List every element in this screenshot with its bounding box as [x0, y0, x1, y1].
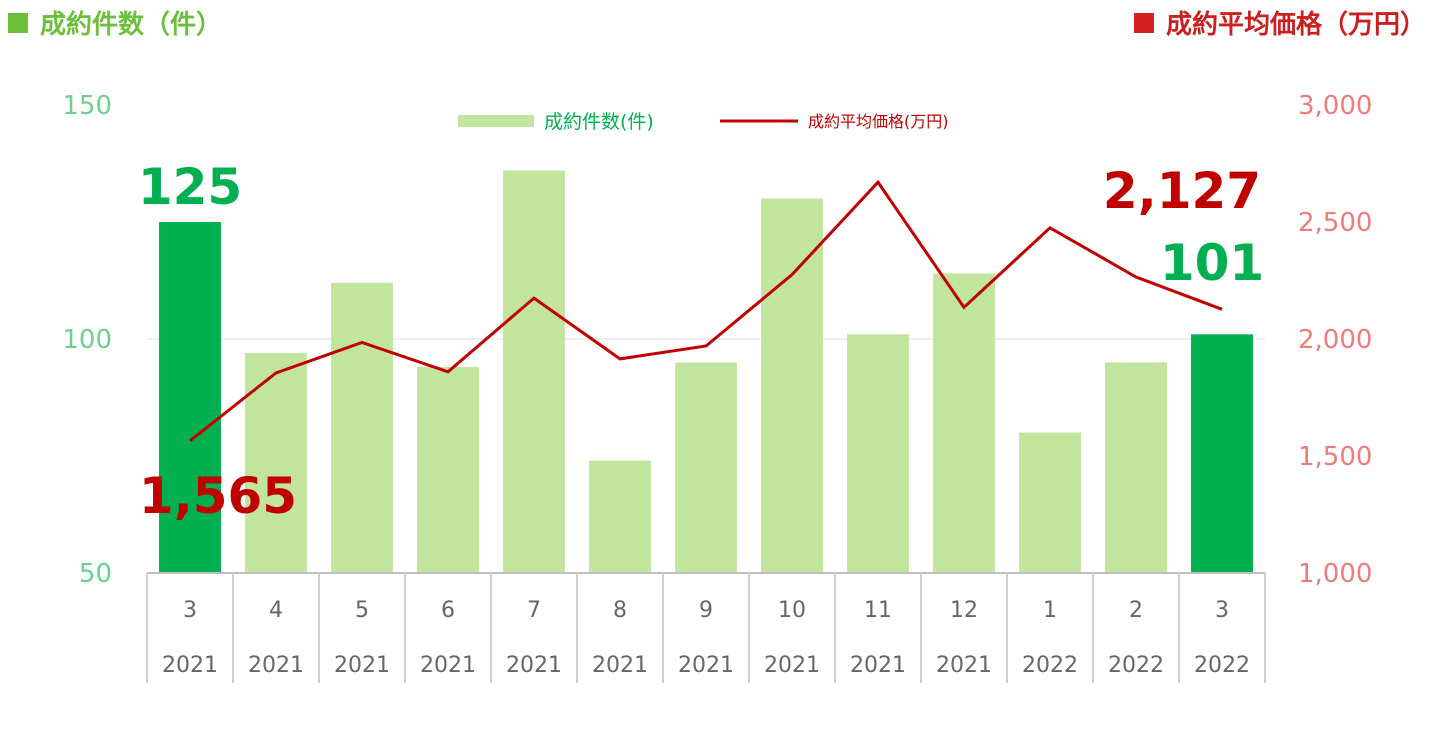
- right-axis-tick-label: 2,000: [1298, 325, 1372, 355]
- annotation-first-count: 125: [138, 158, 242, 216]
- category-year-label: 2021: [420, 653, 476, 678]
- category-month-label: 3: [1215, 598, 1229, 623]
- right-axis-tick-label: 1,000: [1298, 559, 1372, 589]
- bar-count-1: [245, 353, 307, 573]
- annotation-last-price: 2,127: [1103, 162, 1261, 220]
- category-month-label: 8: [613, 598, 627, 623]
- bar-count-0: [159, 222, 221, 573]
- bar-count-5: [589, 460, 651, 573]
- category-year-label: 2021: [936, 653, 992, 678]
- category-year-label: 2021: [248, 653, 304, 678]
- left-axis-tick-label: 50: [79, 559, 112, 589]
- left-axis-tick-label: 150: [62, 91, 112, 121]
- category-year-label: 2022: [1108, 653, 1164, 678]
- bar-count-11: [1105, 362, 1167, 573]
- bar-count-6: [675, 362, 737, 573]
- category-year-label: 2021: [506, 653, 562, 678]
- bar-count-3: [417, 367, 479, 573]
- category-year-label: 2021: [162, 653, 218, 678]
- bar-count-2: [331, 282, 393, 573]
- annotation-first-price: 1,565: [139, 467, 297, 525]
- annotation-last-count: 101: [1160, 234, 1264, 292]
- category-month-label: 6: [441, 598, 455, 623]
- right-header-square-icon: [1133, 12, 1154, 33]
- category-month-label: 4: [269, 598, 283, 623]
- category-year-label: 2021: [764, 653, 820, 678]
- category-year-label: 2021: [592, 653, 648, 678]
- left-axis-tick-label: 100: [62, 325, 112, 355]
- legend-bar-label: 成約件数(件): [544, 111, 654, 133]
- category-year-label: 2021: [850, 653, 906, 678]
- category-year-label: 2022: [1194, 653, 1250, 678]
- bar-count-8: [847, 334, 909, 573]
- legend-bar-swatch: [458, 115, 534, 127]
- category-month-label: 1: [1043, 598, 1057, 623]
- category-month-label: 3: [183, 598, 197, 623]
- category-month-label: 10: [778, 598, 806, 623]
- right-axis-tick-label: 3,000: [1298, 91, 1372, 121]
- bar-count-7: [761, 198, 823, 573]
- right-axis-header: 成約平均価格（万円）: [1133, 4, 1426, 41]
- category-year-label: 2021: [678, 653, 734, 678]
- category-year-label: 2021: [334, 653, 390, 678]
- bar-count-10: [1019, 432, 1081, 573]
- left-axis-header: 成約件数（件）: [8, 4, 222, 41]
- legend-line-label: 成約平均価格(万円): [808, 112, 949, 131]
- category-month-label: 11: [864, 598, 892, 623]
- right-header-title: 成約平均価格（万円）: [1165, 10, 1426, 40]
- category-year-label: 2022: [1022, 653, 1078, 678]
- bar-count-12: [1191, 334, 1253, 573]
- right-axis-tick-label: 2,500: [1298, 208, 1372, 238]
- left-header-square-icon: [8, 12, 28, 33]
- category-month-label: 5: [355, 598, 369, 623]
- bar-count-9: [933, 273, 995, 573]
- category-month-label: 12: [950, 598, 978, 623]
- bar-count-4: [503, 170, 565, 573]
- category-month-label: 2: [1129, 598, 1143, 623]
- category-month-label: 9: [699, 598, 713, 623]
- left-header-title: 成約件数（件）: [40, 10, 223, 40]
- category-month-label: 7: [527, 598, 541, 623]
- right-axis-tick-label: 1,500: [1298, 442, 1372, 472]
